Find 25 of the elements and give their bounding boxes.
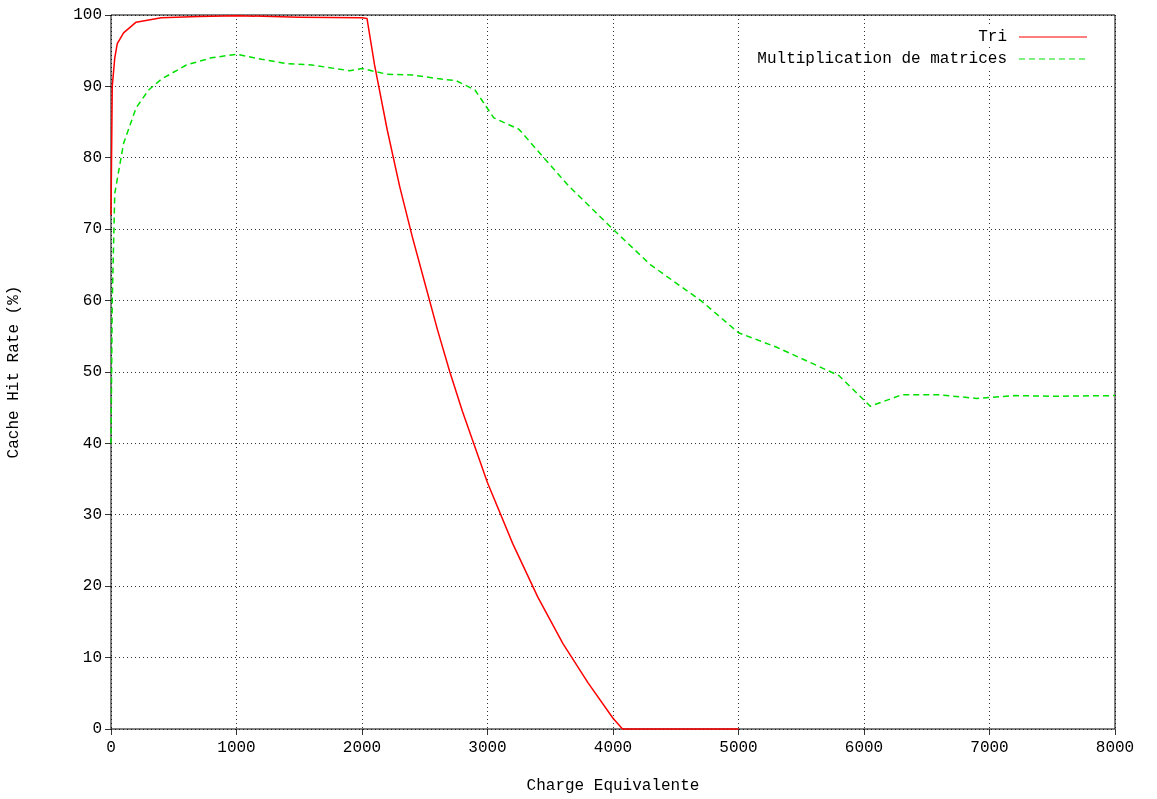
x-tick-label: 2000	[342, 738, 382, 757]
y-tick-label: 50	[82, 363, 102, 382]
x-axis-title: Charge Equivalente	[526, 776, 700, 795]
y-tick-label: 60	[82, 291, 102, 310]
legend-label: Multiplication de matrices	[757, 50, 1007, 69]
y-tick-label: 30	[82, 506, 102, 525]
line-series	[110, 53, 1116, 445]
x-tick-label: 0	[106, 738, 116, 757]
legend-label: Tri	[978, 28, 1007, 47]
x-tick-label: 3000	[468, 738, 507, 757]
x-tick-label: 1000	[217, 738, 256, 757]
y-tick-label: 90	[82, 77, 102, 96]
y-tick-label: 0	[92, 720, 102, 739]
y-tick-label: 40	[82, 434, 102, 453]
x-tick-label: 8000	[1095, 738, 1135, 757]
y-tick-label: 80	[82, 149, 102, 168]
x-tick-label: 4000	[593, 738, 633, 757]
x-tick-label: 6000	[844, 738, 884, 757]
x-tick-label: 5000	[719, 738, 758, 757]
y-tick-label: 20	[82, 577, 102, 596]
y-axis-title: Cache Hit Rate (%)	[4, 285, 23, 459]
y-tick-label: 10	[82, 648, 102, 667]
x-tick-label: 7000	[970, 738, 1009, 757]
y-tick-label: 100	[73, 6, 102, 25]
y-tick-label: 70	[82, 220, 102, 239]
